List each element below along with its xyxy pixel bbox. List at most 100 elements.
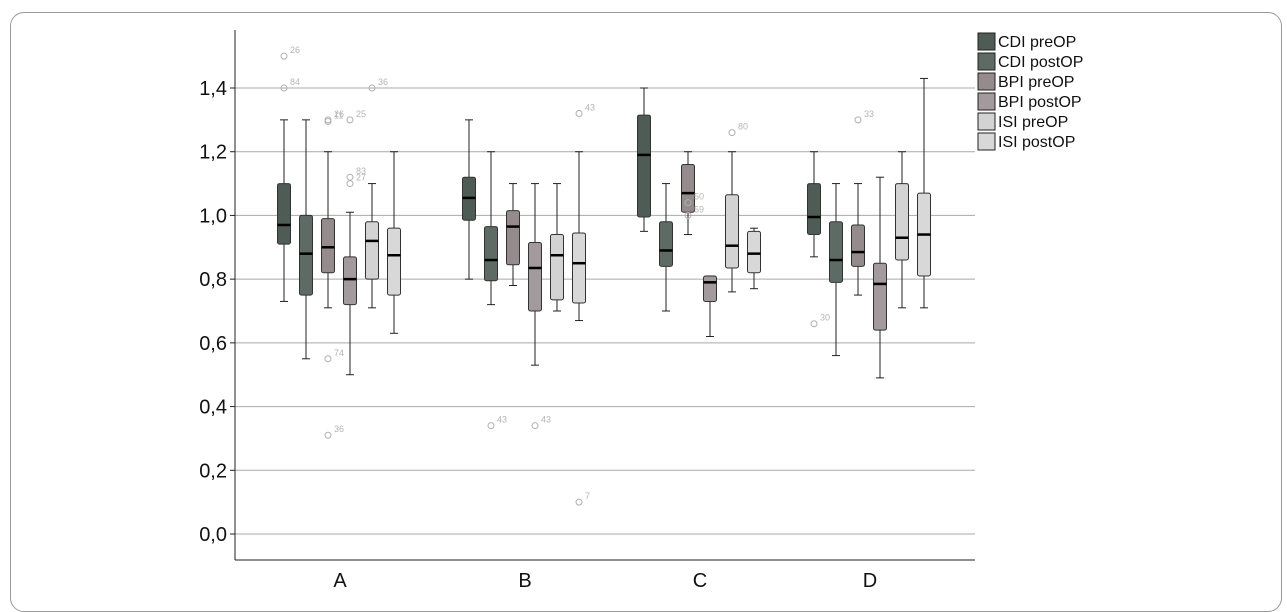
box-isi-postop-c (747, 227, 761, 290)
y-tick-label: 0,0 (199, 524, 227, 546)
box-isi-preop-c (725, 151, 739, 293)
x-tick-label: B (518, 570, 531, 587)
box-iqr (659, 221, 673, 267)
box-isi-postop-a (387, 151, 401, 334)
box-iqr (277, 183, 291, 245)
box-iqr (807, 183, 821, 236)
box-iqr (829, 221, 843, 283)
legend-swatch (977, 52, 996, 71)
legend-item: BPI postOP (977, 92, 1082, 111)
outlier-point (368, 84, 376, 92)
box-bpi-preop-b (506, 183, 520, 287)
outlier-point (346, 180, 354, 188)
outlier-point (575, 498, 583, 506)
legend-item: ISI preOP (977, 112, 1068, 131)
outlier-point (531, 422, 539, 430)
box-isi-postop-d (917, 77, 931, 309)
boxes (277, 77, 931, 379)
box-iqr (637, 114, 651, 218)
legend-swatch (977, 112, 996, 131)
legend-item: CDI preOP (977, 32, 1076, 51)
outlier-point (728, 129, 736, 137)
axes (234, 30, 975, 561)
box-bpi-preop-c (681, 151, 695, 236)
box-iqr (343, 256, 357, 306)
outlier-label: 80 (738, 122, 748, 132)
box-iqr (851, 224, 865, 267)
outlier-point (324, 431, 332, 439)
outlier-label: 33 (864, 109, 874, 119)
y-tick-label: 0,2 (199, 460, 227, 482)
box-isi-preop-b (550, 183, 564, 312)
outlier-label: 26 (334, 109, 344, 119)
box-iqr (703, 275, 717, 302)
x-tick-labels: A B C D (333, 570, 877, 587)
legend-swatch (977, 92, 996, 111)
legend-swatch (977, 72, 996, 91)
box-cdi-preop-c (637, 87, 651, 232)
outlier-label: 50 (694, 192, 704, 202)
box-iqr (873, 262, 887, 331)
x-tick-label: C (693, 570, 707, 587)
box-iqr (681, 163, 695, 213)
box-cdi-postop-a (299, 119, 313, 360)
legend-label: ISI postOP (998, 134, 1075, 151)
outlier-point (280, 84, 288, 92)
legend: CDI preOP CDI postOP BPI preOP BPI postOP IS… (977, 32, 1083, 151)
legend-label: BPI preOP (998, 74, 1074, 91)
y-tick-label: 0,8 (199, 269, 227, 291)
outlier-label: 74 (334, 348, 344, 358)
outlier-label: 43 (541, 415, 551, 425)
outlier-label: 36 (334, 424, 344, 434)
box-iqr (550, 234, 564, 301)
box-bpi-postop-b (528, 183, 542, 366)
x-tick-label: A (333, 570, 347, 587)
x-tick-label: D (863, 570, 877, 587)
outlier-point (487, 422, 495, 430)
box-cdi-postop-c (659, 183, 673, 312)
box-iqr (528, 242, 542, 312)
box-iqr (387, 227, 401, 296)
outlier-point (324, 117, 332, 125)
legend-item: CDI postOP (977, 52, 1083, 71)
box-cdi-postop-d (829, 183, 843, 357)
outlier-label: 43 (497, 415, 507, 425)
legend-swatch (977, 132, 996, 151)
box-iqr (572, 232, 586, 304)
outlier-label: 26 (290, 45, 300, 55)
box-bpi-postop-d (873, 176, 887, 379)
box-isi-preop-d (895, 151, 909, 309)
box-iqr (321, 218, 335, 274)
outlier-point (324, 355, 332, 363)
y-tick-label: 1,2 (199, 142, 227, 164)
outlier-label: 25 (356, 109, 366, 119)
box-iqr (506, 210, 520, 266)
outlier-label: 11 (334, 110, 343, 120)
outlier-label: 59 (694, 204, 704, 214)
legend-swatch (977, 32, 996, 51)
box-cdi-preop-b (462, 119, 476, 280)
outlier-point (810, 320, 818, 328)
y-tick-label: 1,0 (199, 205, 227, 227)
outlier-label: 43 (585, 102, 595, 112)
outlier-point (346, 116, 354, 124)
legend-label: ISI preOP (998, 114, 1068, 131)
outlier-label: 7 (585, 491, 590, 501)
y-tick-labels: 0,0 0,2 0,4 0,6 0,8 1,0 1,2 1,4 (199, 78, 235, 546)
box-isi-preop-a (365, 183, 379, 309)
box-cdi-preop-d (807, 151, 821, 258)
outlier-point (684, 199, 692, 207)
boxplot-chart: 0,00,20,40,60,81,01,21,4 268430432611743… (199, 30, 1083, 587)
legend-label: BPI postOP (998, 94, 1082, 111)
legend-item: BPI preOP (977, 72, 1074, 91)
box-bpi-preop-a (321, 151, 335, 309)
outlier-label: 27 (356, 173, 366, 183)
outlier-label: 36 (378, 77, 388, 87)
box-cdi-postop-b (484, 151, 498, 306)
outlier-label: 84 (290, 77, 300, 87)
box-iqr (299, 214, 313, 296)
box-isi-postop-b (572, 151, 586, 322)
outlier-point (575, 109, 583, 117)
outlier-label: 83 (356, 166, 366, 176)
